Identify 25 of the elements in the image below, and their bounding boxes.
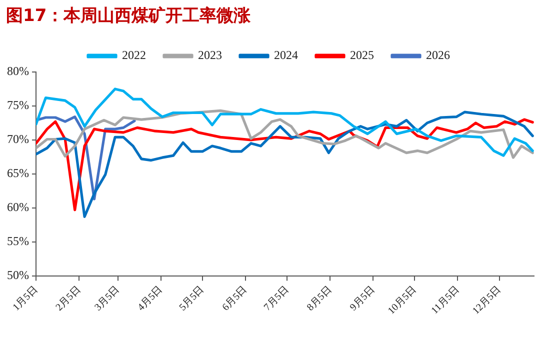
y-tick-label: 60% [6, 200, 29, 214]
y-tick-label: 50% [6, 268, 29, 282]
x-tick-label: 9月5日 [348, 284, 378, 314]
x-tick-label: 4月5日 [136, 284, 165, 314]
y-tick-label: 55% [6, 234, 29, 248]
legend-label: 2024 [274, 48, 298, 62]
x-tick-label: 1月5日 [10, 284, 40, 314]
y-tick-label: 65% [6, 166, 29, 180]
x-tick-label: 6月5日 [220, 284, 250, 314]
y-tick-label: 70% [6, 132, 29, 146]
legend-label: 2022 [122, 48, 146, 62]
y-tick-label: 80% [6, 64, 29, 78]
y-tick-label: 75% [6, 98, 29, 112]
legend-label: 2023 [198, 48, 222, 62]
x-tick-label: 5月5日 [177, 284, 206, 314]
x-tick-label: 3月5日 [92, 284, 122, 314]
legend-label: 2025 [350, 48, 374, 62]
x-tick-label: 8月5日 [305, 284, 334, 314]
x-tick-label: 10月5日 [386, 284, 419, 317]
chart-title: 图17：本周山西煤矿开工率微涨 [6, 5, 251, 27]
legend-label: 2026 [426, 48, 450, 62]
x-tick-label: 2月5日 [54, 284, 83, 314]
x-tick-label: 7月5日 [262, 284, 292, 314]
x-tick-label: 12月5日 [470, 284, 504, 317]
x-tick-label: 11月5日 [429, 284, 462, 316]
